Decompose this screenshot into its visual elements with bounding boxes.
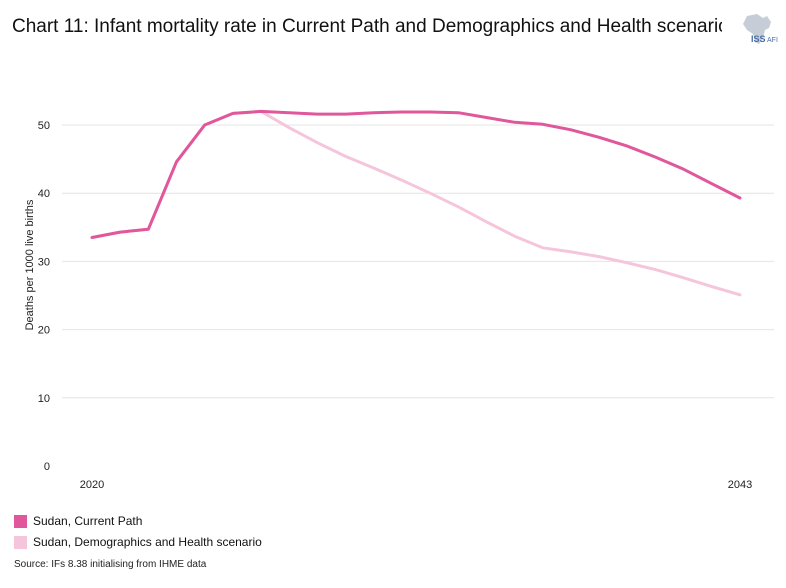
logo-text: ISS	[751, 34, 766, 44]
y-tick-label: 50	[38, 120, 50, 132]
series-line-sudan-demographics-and-health-scenario	[90, 109, 742, 297]
y-tick-label: 0	[44, 461, 50, 473]
logo-sub-text: AFI	[767, 37, 778, 44]
y-axis-label: Deaths per 1000 live births	[24, 199, 36, 330]
y-tick-label: 40	[38, 188, 50, 200]
series-lines	[90, 109, 742, 297]
x-tick-labels: 2020 2043	[80, 479, 752, 491]
iss-logo: ISS AFI	[743, 14, 778, 44]
legend-swatch-current-path	[14, 514, 27, 528]
legend-label: Sudan, Current Path	[33, 514, 143, 528]
legend: Sudan, Current Path Sudan, Demographics …	[14, 511, 262, 553]
chart-title: Chart 11: Infant mortality rate in Curre…	[12, 16, 722, 37]
x-tick-label: 2020	[80, 479, 104, 491]
africa-map-icon	[743, 14, 771, 44]
y-tick-label: 10	[38, 393, 50, 405]
line-chart: 0 10 20 30 40 50 2020 2043 Deaths per 1000 liv…	[24, 109, 774, 491]
source-note: Source: IFs 8.38 initialising from IHME …	[14, 559, 207, 570]
grid-lines	[62, 124, 774, 399]
y-tick-labels: 0 10 20 30 40 50	[38, 120, 50, 473]
y-tick-label: 30	[38, 256, 50, 268]
legend-item-demographics-health[interactable]: Sudan, Demographics and Health scenario	[14, 532, 262, 552]
x-tick-label: 2043	[728, 479, 752, 491]
legend-label: Sudan, Demographics and Health scenario	[33, 535, 262, 549]
series-line-sudan-current-path	[90, 109, 742, 239]
legend-swatch-demographics-health	[14, 535, 27, 549]
y-tick-label: 20	[38, 325, 50, 337]
legend-item-current-path[interactable]: Sudan, Current Path	[14, 511, 262, 531]
